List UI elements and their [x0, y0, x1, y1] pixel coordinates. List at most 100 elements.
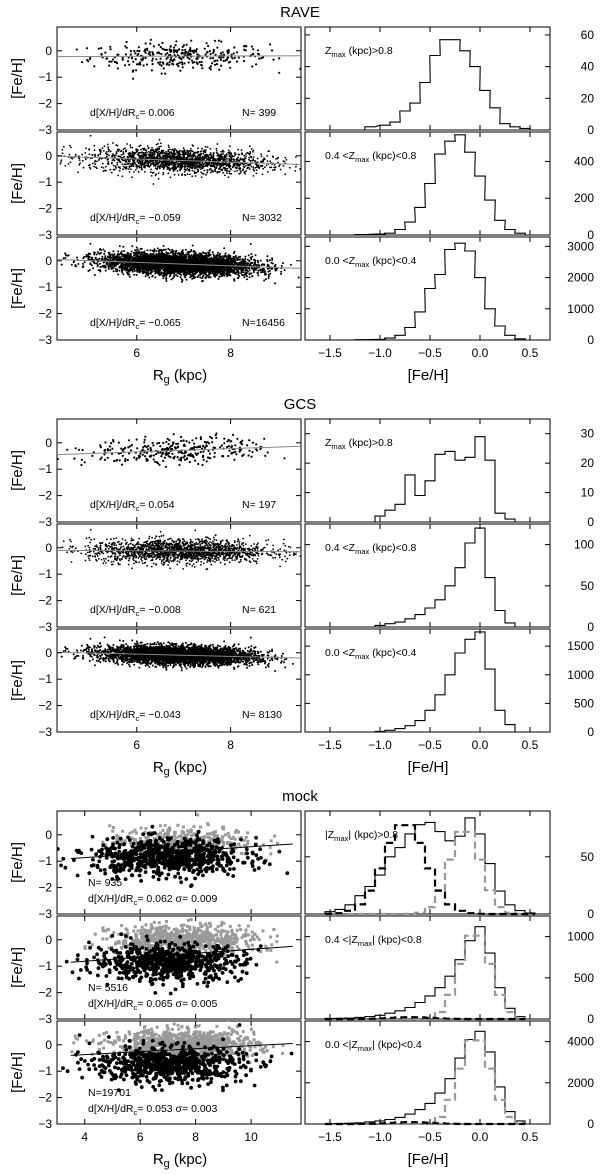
scatter-point	[212, 155, 215, 158]
scatter-point	[67, 163, 70, 165]
scatter-point	[212, 170, 214, 173]
scatter-point	[252, 150, 254, 153]
scatter-point	[167, 163, 169, 165]
scatter-point	[162, 163, 165, 166]
scatter-point	[179, 153, 182, 156]
scatter-point	[219, 252, 221, 255]
scatter-point	[159, 156, 162, 159]
scatter-point	[156, 154, 159, 157]
scatter-point	[151, 153, 154, 155]
scatter-point	[252, 158, 255, 161]
scatter-point	[181, 49, 184, 52]
scatter-point	[229, 165, 232, 168]
scatter-point	[160, 161, 163, 164]
scatter-point	[222, 171, 225, 174]
scatter-point	[150, 175, 153, 177]
scatter-point	[65, 254, 67, 257]
y-tick-label: 40	[581, 60, 595, 74]
scatter-point	[189, 47, 192, 50]
scatter-point	[160, 145, 162, 148]
scatter-point	[213, 60, 216, 63]
scatter-point	[152, 45, 155, 48]
scatter-point	[185, 169, 187, 172]
scatter-point	[11, 153, 13, 155]
scatter-point	[241, 158, 243, 161]
scatter-point	[101, 147, 104, 150]
scatter-point	[179, 166, 182, 169]
scatter-point	[270, 166, 273, 169]
scatter-point	[145, 63, 149, 66]
scatter-point	[225, 155, 228, 157]
scatter-point	[216, 251, 219, 254]
scatter-point	[184, 152, 187, 155]
y-tick-label: 20	[581, 91, 595, 105]
scatter-point	[255, 172, 258, 175]
scatter-point	[195, 171, 198, 174]
scatter-point	[176, 155, 178, 158]
scatter-point	[168, 146, 170, 149]
scatter-point	[107, 146, 109, 149]
scatter-point	[263, 158, 266, 161]
scatter-point	[141, 272, 144, 275]
scatter-point	[191, 244, 194, 247]
scatter-point	[158, 138, 161, 141]
scatter-point	[215, 147, 218, 150]
scatter-point	[60, 159, 63, 162]
scatter-point	[146, 249, 149, 252]
scatter-point	[209, 65, 213, 68]
scatter-point	[114, 165, 117, 168]
scatter-point	[206, 275, 209, 277]
scatter-point	[300, 165, 301, 168]
scatter-point	[107, 267, 110, 270]
scatter-point	[238, 172, 241, 175]
scatter-point	[242, 168, 245, 171]
scatter-point	[157, 249, 160, 252]
scatter-point	[112, 164, 115, 167]
scatter-point	[191, 61, 194, 64]
scatter-point	[177, 174, 180, 176]
scatter-point	[280, 270, 283, 273]
scatter-point	[161, 47, 164, 50]
scatter-point	[96, 262, 99, 265]
scatter-point	[190, 155, 192, 158]
scatter-point	[231, 155, 234, 158]
scatter-point	[186, 149, 188, 152]
scatter-point	[224, 163, 226, 165]
scatter-point	[74, 153, 77, 156]
scatter-point	[232, 52, 235, 55]
scatter-point	[155, 250, 158, 252]
scatter-point	[255, 163, 258, 166]
scatter-point	[312, 266, 314, 268]
scatter-point	[273, 164, 276, 166]
y-tick-label: −1	[38, 175, 52, 189]
scatter-point	[99, 153, 102, 156]
scatter-point	[182, 147, 185, 150]
scatter-point	[284, 173, 287, 176]
scatter-point	[210, 62, 214, 65]
count-annotation: N= 3032	[242, 212, 282, 224]
scatter-point	[206, 171, 209, 174]
scatter-point	[131, 152, 134, 155]
scatter-point	[69, 144, 71, 147]
scatter-point	[213, 165, 215, 168]
scatter-point	[233, 164, 236, 167]
scatter-point	[212, 164, 214, 166]
scatter-point	[193, 164, 196, 167]
scatter-point	[153, 153, 156, 156]
scatter-point	[124, 264, 127, 267]
scatter-point	[187, 153, 190, 156]
scatter-point	[252, 271, 255, 274]
scatter-point	[221, 168, 224, 171]
scatter-point	[274, 166, 277, 169]
scatter-point	[216, 154, 219, 157]
scatter-point	[148, 155, 151, 158]
scatter-point	[235, 262, 238, 264]
scatter-point	[122, 168, 124, 171]
scatter-point	[167, 144, 170, 147]
scatter-point	[178, 155, 180, 157]
scatter-point	[220, 153, 223, 156]
scatter-point	[130, 165, 133, 168]
scatter-point	[154, 148, 157, 151]
scatter-point	[134, 58, 137, 61]
scatter-point	[217, 39, 220, 42]
